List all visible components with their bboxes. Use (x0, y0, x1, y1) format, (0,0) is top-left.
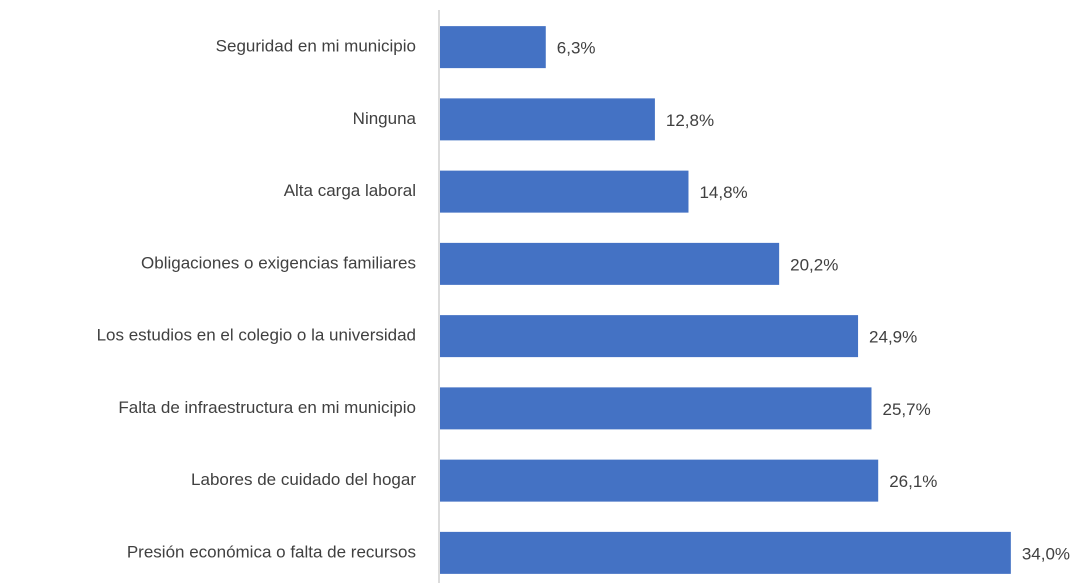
bar (440, 242, 780, 285)
category-label: Alta carga laboral (284, 181, 416, 200)
value-label: 12,8% (666, 111, 714, 130)
bar (440, 98, 655, 141)
value-label: 14,8% (699, 183, 747, 202)
category-label: Labores de cuidado del hogar (191, 470, 416, 489)
category-label: Ninguna (353, 109, 417, 128)
value-label: 34,0% (1022, 544, 1070, 563)
bar (440, 387, 872, 430)
bar (440, 170, 689, 213)
value-label: 6,3% (557, 39, 596, 58)
value-label: 24,9% (869, 328, 917, 347)
bar (440, 531, 1011, 574)
category-label: Los estudios en el colegio o la universi… (97, 326, 416, 345)
category-label: Presión económica o falta de recursos (127, 542, 416, 561)
value-label: 20,2% (790, 255, 838, 274)
bar (440, 315, 859, 358)
category-label: Seguridad en mi municipio (216, 37, 416, 56)
category-label: Obligaciones o exigencias familiares (141, 253, 416, 272)
category-label: Falta de infraestructura en mi municipio (118, 398, 416, 417)
value-label: 26,1% (889, 472, 937, 491)
bar (440, 26, 546, 69)
value-label: 25,7% (882, 400, 930, 419)
bar (440, 459, 879, 502)
